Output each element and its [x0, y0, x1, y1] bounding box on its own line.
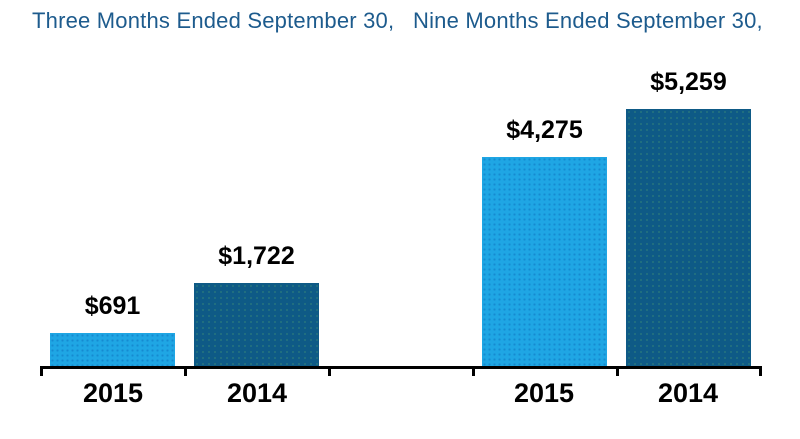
x-axis-tick — [759, 366, 762, 376]
bar-3m-2014 — [194, 283, 319, 367]
bar-3m-2015 — [50, 333, 175, 367]
value-label-3m-2015: $691 — [84, 292, 141, 320]
x-axis-tick — [184, 366, 187, 376]
x-tick-label-9m-2014: 2014 — [657, 378, 719, 408]
group-title-three-months: Three Months Ended September 30, — [32, 8, 395, 33]
bar-group-9m-2015: $4,275 — [482, 116, 607, 367]
x-tick-label-3m-2014: 2014 — [226, 378, 288, 408]
value-label-9m-2014: $5,259 — [650, 68, 727, 96]
group-title-nine-months: Nine Months Ended September 30, — [413, 8, 763, 33]
bar-group-3m-2014: $1,722 — [194, 242, 319, 367]
x-axis-line — [40, 366, 762, 369]
value-label-9m-2015: $4,275 — [506, 116, 583, 144]
bar-9m-2014 — [626, 109, 751, 367]
x-tick-label-9m-2015: 2015 — [513, 378, 575, 408]
x-tick-label-3m-2015: 2015 — [82, 378, 144, 408]
value-label-3m-2014: $1,722 — [218, 242, 295, 270]
bar-9m-2015 — [482, 157, 607, 367]
x-axis-tick — [472, 366, 475, 376]
x-axis-tick — [616, 366, 619, 376]
x-axis-tick — [328, 366, 331, 376]
bar-group-9m-2014: $5,259 — [626, 68, 751, 367]
bar-group-3m-2015: $691 — [50, 292, 175, 367]
x-axis-tick — [40, 366, 43, 376]
